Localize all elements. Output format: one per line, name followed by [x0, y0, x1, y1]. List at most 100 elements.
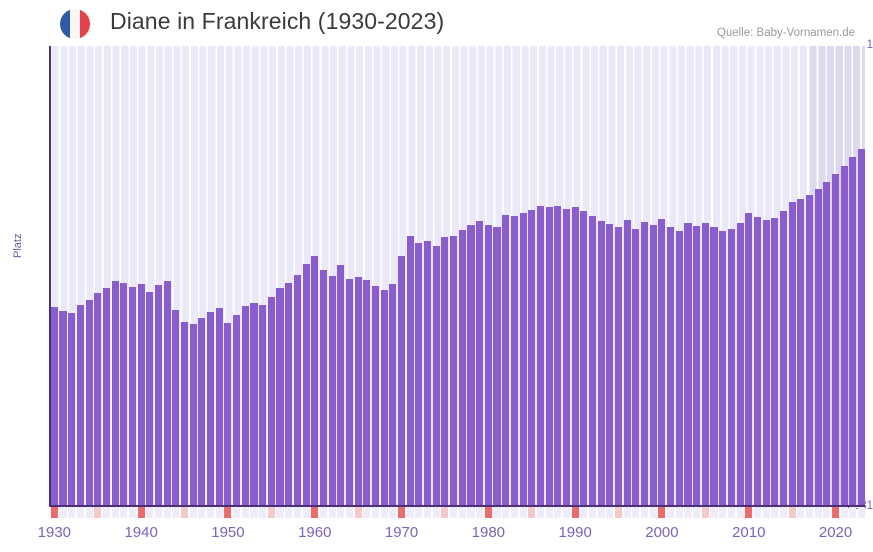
bar[interactable]: [215, 307, 223, 506]
bar[interactable]: [710, 227, 718, 506]
bar[interactable]: [146, 292, 154, 506]
tick-cell-minor: [207, 507, 215, 518]
bar[interactable]: [753, 216, 761, 506]
bar[interactable]: [311, 256, 319, 506]
x-axis-tick-label: 1950: [211, 524, 245, 541]
bar[interactable]: [267, 297, 275, 506]
bar[interactable]: [432, 245, 440, 506]
bar[interactable]: [771, 217, 779, 506]
bar[interactable]: [389, 283, 397, 506]
bar[interactable]: [293, 275, 301, 506]
bar[interactable]: [779, 211, 787, 506]
bar[interactable]: [484, 225, 492, 506]
bar[interactable]: [363, 280, 371, 506]
bar[interactable]: [571, 206, 579, 506]
bar[interactable]: [450, 236, 458, 506]
bar[interactable]: [562, 208, 570, 506]
bar[interactable]: [415, 242, 423, 506]
tick-cell-half-decade: [181, 507, 189, 518]
tick-cell-minor: [250, 507, 258, 518]
bar[interactable]: [814, 189, 822, 506]
bar[interactable]: [545, 206, 553, 506]
bar[interactable]: [68, 312, 76, 506]
bar[interactable]: [667, 226, 675, 506]
bar[interactable]: [154, 285, 163, 506]
bar[interactable]: [641, 221, 649, 506]
bar[interactable]: [762, 220, 770, 506]
bar[interactable]: [328, 276, 336, 506]
bar[interactable]: [632, 228, 640, 506]
bar[interactable]: [380, 290, 388, 506]
bar[interactable]: [406, 236, 414, 506]
bar[interactable]: [597, 221, 605, 506]
bar[interactable]: [727, 229, 735, 506]
bar[interactable]: [59, 310, 67, 506]
bar[interactable]: [528, 210, 536, 506]
bar[interactable]: [701, 222, 709, 506]
bar[interactable]: [371, 286, 380, 506]
bar[interactable]: [675, 231, 683, 506]
bar[interactable]: [424, 240, 432, 506]
bar[interactable]: [458, 230, 466, 506]
bar[interactable]: [441, 237, 449, 506]
bar[interactable]: [76, 305, 84, 506]
bar[interactable]: [736, 222, 744, 506]
bar[interactable]: [467, 224, 475, 506]
bar[interactable]: [189, 323, 197, 506]
bar[interactable]: [580, 210, 588, 506]
bar[interactable]: [102, 287, 110, 506]
bar[interactable]: [519, 213, 527, 506]
bar[interactable]: [85, 300, 93, 506]
bar[interactable]: [250, 302, 258, 506]
bar[interactable]: [398, 255, 406, 506]
bar[interactable]: [840, 165, 848, 506]
bar[interactable]: [502, 214, 510, 506]
tick-cell-minor: [727, 507, 735, 518]
bar[interactable]: [319, 269, 327, 506]
bar[interactable]: [94, 293, 102, 506]
bar[interactable]: [536, 206, 544, 506]
bar[interactable]: [797, 198, 805, 506]
bar[interactable]: [745, 213, 753, 506]
bar[interactable]: [588, 215, 597, 506]
bar[interactable]: [241, 305, 249, 506]
bar[interactable]: [337, 264, 345, 506]
bar[interactable]: [50, 307, 58, 506]
bar[interactable]: [128, 287, 136, 506]
bar[interactable]: [181, 322, 189, 506]
bar[interactable]: [849, 156, 857, 506]
bar[interactable]: [233, 315, 241, 506]
bar[interactable]: [858, 149, 866, 506]
bar[interactable]: [788, 202, 796, 506]
bar[interactable]: [137, 284, 145, 506]
bar[interactable]: [120, 283, 128, 506]
bar[interactable]: [345, 279, 353, 506]
bar[interactable]: [354, 276, 362, 506]
bar[interactable]: [684, 223, 692, 506]
bar[interactable]: [658, 218, 666, 506]
bar[interactable]: [198, 317, 206, 506]
bar[interactable]: [623, 219, 631, 506]
bar[interactable]: [302, 264, 310, 506]
bar[interactable]: [111, 280, 119, 506]
bar[interactable]: [476, 221, 484, 506]
bar[interactable]: [805, 195, 814, 506]
bar[interactable]: [510, 216, 518, 506]
bar[interactable]: [554, 206, 562, 506]
bar[interactable]: [693, 226, 701, 506]
bar[interactable]: [606, 224, 614, 506]
bar[interactable]: [615, 226, 623, 506]
bar[interactable]: [207, 312, 215, 506]
bar[interactable]: [259, 305, 267, 506]
bar[interactable]: [832, 174, 840, 506]
bar[interactable]: [285, 282, 293, 506]
bar[interactable]: [276, 287, 284, 506]
bar[interactable]: [823, 181, 831, 506]
bar[interactable]: [163, 281, 171, 506]
bar[interactable]: [224, 322, 232, 506]
bar[interactable]: [493, 227, 501, 506]
bar[interactable]: [719, 231, 727, 506]
bar[interactable]: [649, 225, 657, 506]
bar[interactable]: [172, 310, 180, 506]
